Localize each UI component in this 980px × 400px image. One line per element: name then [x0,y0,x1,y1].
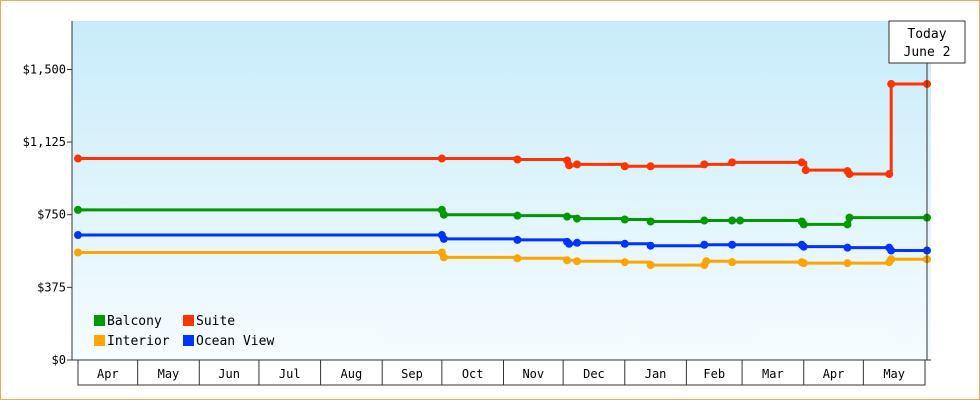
data-point [646,162,655,171]
x-tick-label: Nov [522,367,544,381]
legend-swatch [94,335,105,346]
data-point [845,213,854,222]
data-point [843,259,852,268]
y-axis: $0 $375 $750 $1,125 $1,500 [23,21,73,367]
data-point [728,158,737,167]
data-point [736,216,745,225]
legend-item-balcony: Balcony [94,314,162,329]
data-point [799,220,808,229]
data-point [513,235,522,244]
y-tick-label: $0 [52,353,66,367]
plot-area [72,21,931,360]
legend-label: Balcony [107,314,162,329]
legend-swatch [183,335,194,346]
series-interior [74,248,931,270]
legend-swatch [94,315,105,326]
data-point [437,154,446,163]
data-point [887,255,896,264]
data-point [565,239,574,248]
x-tick-label: Dec [583,367,605,381]
data-point [439,210,448,219]
legend-label: Ocean View [196,334,274,349]
series-balcony [74,205,931,229]
x-tick-label: Sep [401,367,423,381]
data-point [565,161,574,170]
data-point [885,170,894,179]
x-tick-label: Jul [279,367,301,381]
data-point [74,154,82,163]
data-point [887,79,896,88]
x-tick-label: Aug [341,367,363,381]
data-point [728,240,737,249]
x-tick-label: Apr [97,367,119,381]
x-axis: Apr May Jun Jul Aug Sep Oct Nov Dec Jan Feb Mar Apr M… [72,359,931,386]
series-suite [74,79,931,179]
data-point [620,162,629,171]
data-point [513,254,522,263]
x-tick-label: Oct [462,367,484,381]
data-point [646,241,655,250]
data-point [702,257,711,266]
legend-swatch [183,315,194,326]
legend-item-ocean-view: Ocean View [183,334,274,349]
y-tick-label: $1,500 [23,62,66,76]
data-point [728,258,737,267]
data-point [700,240,709,249]
data-point [887,246,896,255]
data-point [573,160,582,169]
x-tick-label: Apr [823,367,845,381]
data-point [646,261,655,270]
data-point [797,158,806,167]
today-marker: Today June 2 [888,20,966,360]
today-box [888,20,966,64]
series-layer [74,79,931,270]
data-point [573,214,582,223]
legend: Balcony Suite Interior Ocean View [94,314,274,349]
x-tick-label: Feb [703,367,725,381]
x-axis-band [77,359,926,386]
data-point [620,239,629,248]
data-point [573,257,582,266]
legend-label: Suite [196,314,235,329]
x-tick-label: May [158,367,180,381]
x-tick-label: Mar [762,367,784,381]
y-tick-label: $750 [37,208,66,222]
data-point [513,211,522,220]
data-point [728,216,737,225]
data-point [439,253,448,262]
data-point [799,242,808,251]
data-point [573,238,582,247]
legend-item-interior: Interior [94,334,170,349]
x-tick-label: May [883,367,905,381]
data-point [439,234,448,243]
data-point [799,259,808,268]
data-point [843,220,852,229]
data-point [74,231,82,240]
data-point [563,256,572,265]
y-tick-label: $375 [37,280,66,294]
data-point [801,166,810,175]
today-label: Today [907,27,946,42]
x-tick-label: Jan [645,367,667,381]
data-point [700,216,709,225]
data-point [845,170,854,179]
y-tick-label: $1,125 [23,135,66,149]
data-point [563,212,572,221]
data-point [700,160,709,169]
series-ocean-view [74,231,931,255]
data-point [843,243,852,252]
data-point [620,258,629,267]
legend-label: Interior [107,334,170,349]
x-tick-label: Jun [218,367,240,381]
data-point [646,217,655,226]
data-point [74,248,82,257]
data-point [513,155,522,164]
legend-item-suite: Suite [183,314,235,329]
data-point [74,205,82,214]
today-date: June 2 [904,45,951,60]
data-point [620,215,629,224]
